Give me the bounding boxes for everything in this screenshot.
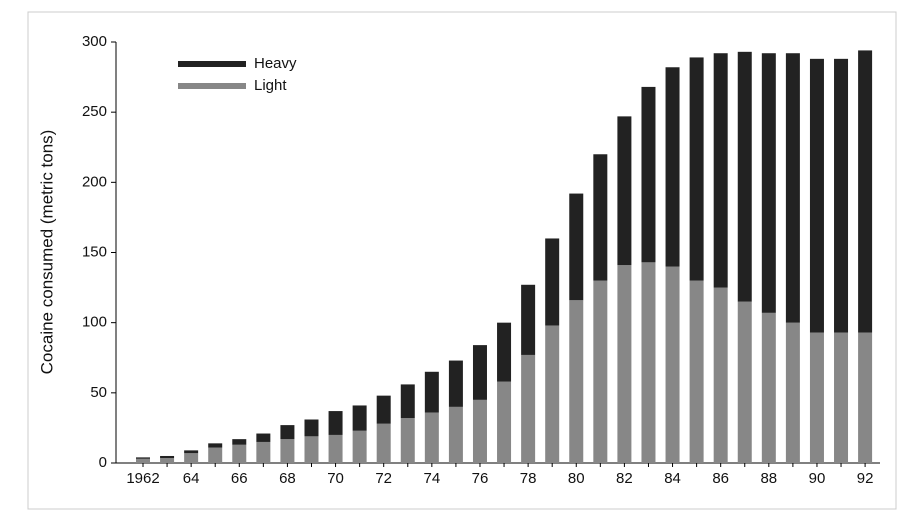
bar-segment: [761, 53, 776, 313]
x-tick-label: 68: [279, 470, 296, 487]
bar-segment: [184, 450, 199, 454]
bar-segment: [593, 280, 608, 463]
bar-segment: [184, 453, 199, 463]
bar-segment: [858, 50, 873, 333]
bar-segment: [545, 325, 560, 463]
bar-segment: [713, 53, 728, 288]
bar-segment: [665, 67, 680, 267]
bar-segment: [232, 439, 247, 445]
bar-segment: [737, 51, 752, 302]
bar-segment: [328, 411, 343, 435]
x-tick-label: 82: [616, 470, 633, 487]
bar-segment: [160, 455, 175, 459]
x-tick-label: 86: [712, 470, 729, 487]
x-tick-label: 72: [375, 470, 392, 487]
bar-segment: [689, 57, 704, 281]
bar-segment: [304, 436, 319, 463]
bar-segment: [376, 423, 391, 463]
bar-segment: [617, 116, 632, 266]
bar-segment: [400, 384, 415, 419]
x-tick-label: 78: [520, 470, 537, 487]
y-tick-label: 150: [82, 243, 107, 260]
y-tick-label: 300: [82, 33, 107, 50]
bar-segment: [761, 312, 776, 463]
bar-segment: [641, 86, 656, 263]
bar-segment: [136, 457, 150, 459]
x-tick-label: 80: [568, 470, 585, 487]
x-tick-label: 74: [423, 470, 440, 487]
x-tick-label: 66: [231, 470, 248, 487]
bar-segment: [737, 301, 752, 463]
bar-segment: [689, 280, 704, 463]
bar-segment: [521, 354, 536, 463]
bar-segment: [352, 405, 367, 431]
x-tick-label: 1962: [126, 470, 159, 487]
bar-segment: [545, 238, 560, 326]
bar-segment: [858, 332, 873, 463]
bar-segment: [521, 284, 536, 355]
bar-segment: [785, 322, 800, 463]
y-tick-label: 250: [82, 103, 107, 120]
y-axis-label: Cocaine consumed (metric tons): [37, 130, 56, 375]
x-tick-label: 64: [183, 470, 200, 487]
bar-segment: [280, 425, 295, 440]
bar-segment: [569, 193, 584, 301]
bar-segment: [472, 399, 487, 463]
bar-segment: [376, 395, 391, 424]
x-tick-label: 84: [664, 470, 681, 487]
bar-segment: [569, 300, 584, 463]
bar-segment: [256, 441, 271, 463]
bar-segment: [232, 444, 247, 463]
bar-segment: [834, 58, 849, 333]
bar-segment: [160, 458, 175, 463]
bar-segment: [352, 430, 367, 463]
bar-segment: [785, 53, 800, 323]
x-tick-label: 88: [760, 470, 777, 487]
bar-segment: [497, 381, 512, 463]
bar-segment: [400, 418, 415, 463]
bar-segment: [208, 443, 223, 448]
x-tick-label: 90: [809, 470, 826, 487]
bar-segment: [472, 345, 487, 400]
bar-segment: [328, 434, 343, 463]
chart-frame: [27, 11, 897, 510]
bar-segment: [256, 433, 271, 442]
bar-segment: [208, 447, 223, 463]
bar-segment: [136, 458, 150, 463]
x-tick-label: 76: [472, 470, 489, 487]
bar-segment: [665, 266, 680, 463]
x-tick-label: 70: [327, 470, 344, 487]
y-tick-label: 200: [82, 173, 107, 190]
bar-segment: [497, 322, 512, 382]
bar-segment: [809, 58, 824, 333]
bar-segment: [448, 406, 463, 463]
bar-segment: [617, 265, 632, 463]
bar-segment: [424, 371, 439, 413]
bar-segment: [834, 332, 849, 463]
bar-segment: [424, 412, 439, 463]
bar-segment: [280, 439, 295, 463]
legend-label: Light: [254, 77, 287, 94]
bar-segment: [448, 360, 463, 407]
legend-label: Heavy: [254, 55, 297, 72]
y-tick-label: 0: [99, 454, 107, 471]
bar-segment: [809, 332, 824, 463]
x-tick-label: 92: [857, 470, 874, 487]
bar-segment: [593, 154, 608, 281]
bar-segment: [641, 262, 656, 463]
y-tick-label: 100: [82, 314, 107, 331]
bar-segment: [304, 419, 319, 437]
bar-segment: [713, 287, 728, 463]
y-tick-label: 50: [90, 384, 107, 401]
